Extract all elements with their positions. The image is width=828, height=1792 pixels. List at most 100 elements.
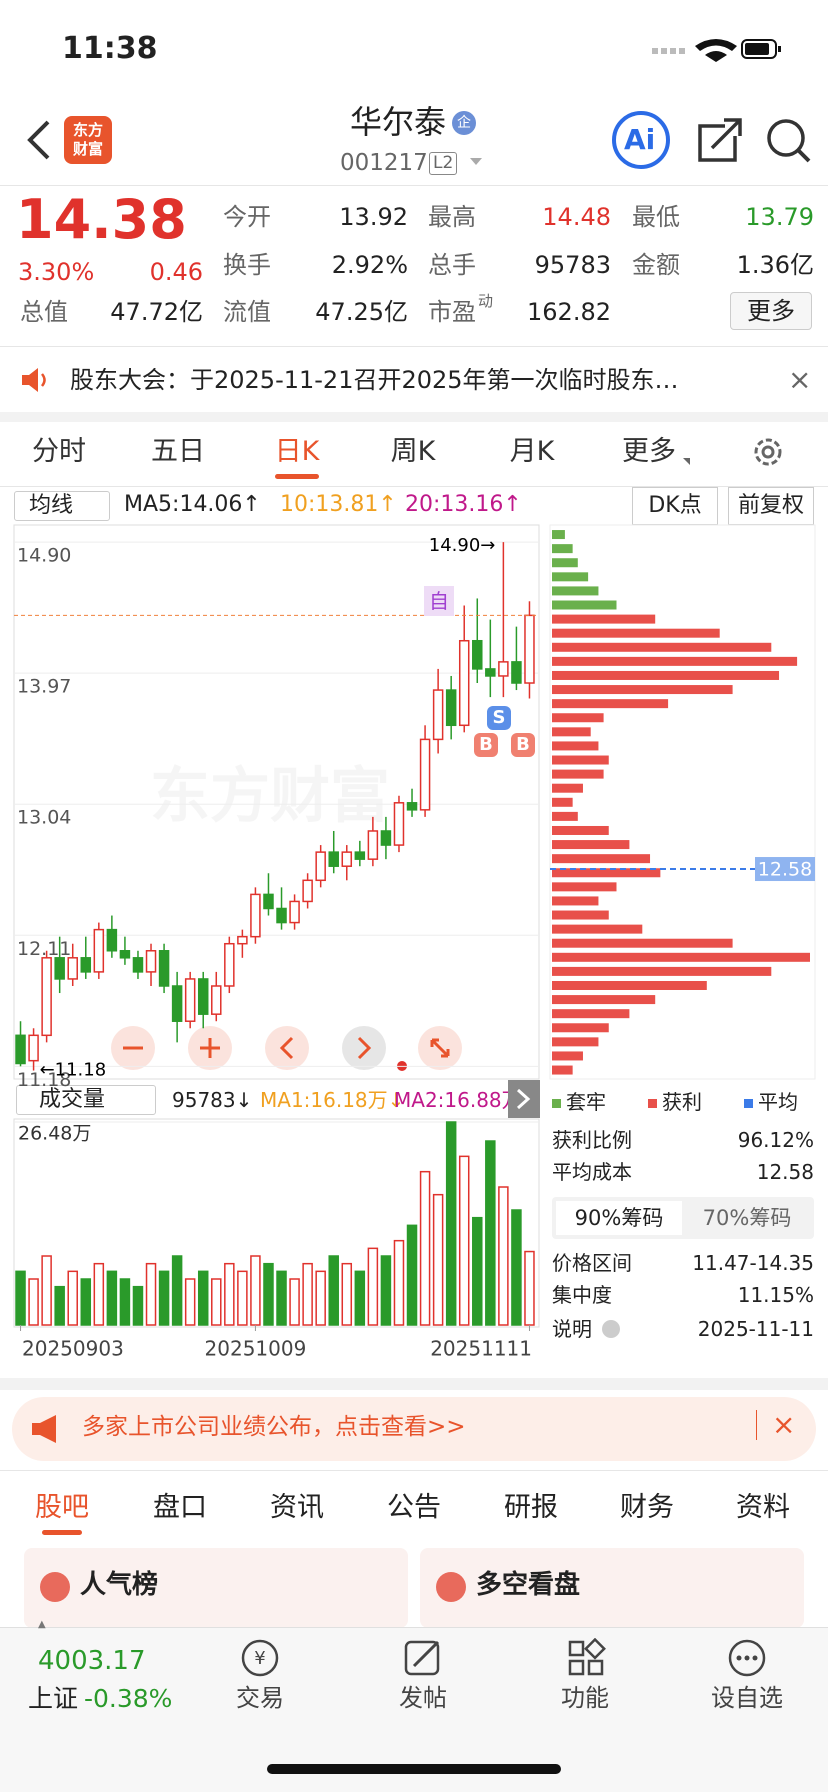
marker-sell: S (487, 706, 511, 730)
ai-text: Ai (624, 123, 656, 156)
nav-item[interactable]: 交易 (236, 1684, 284, 1712)
volume-bar (524, 1250, 535, 1326)
dropdown[interactable] (470, 158, 482, 165)
tab[interactable]: 分时 (32, 436, 86, 467)
vol-value: 95783↓ (172, 1088, 253, 1112)
candle-body (211, 985, 222, 1015)
tab[interactable]: 月K (509, 436, 555, 467)
banner[interactable] (12, 1397, 816, 1461)
bottom-tab[interactable]: 研报 (504, 1492, 558, 1523)
nav-item[interactable]: 功能 (561, 1684, 609, 1712)
search[interactable] (767, 119, 805, 157)
more-button[interactable]: 更多 (730, 292, 812, 330)
field-value: 1.36亿 (736, 251, 814, 279)
ai-button[interactable] (612, 111, 670, 169)
volume-bar (367, 1247, 379, 1326)
field-value: 47.25亿 (315, 298, 408, 326)
banner-close[interactable]: × (772, 1408, 796, 1441)
stat-value: 96.12% (737, 1128, 814, 1152)
chip-70[interactable]: 70%筹码 (702, 1206, 792, 1230)
volume-select[interactable]: 成交量 (16, 1085, 156, 1115)
volume-bar (119, 1278, 131, 1326)
chip-bar (552, 966, 772, 976)
bottom-tab[interactable]: 盘口 (153, 1492, 207, 1523)
banner-icon (32, 1415, 56, 1443)
bottom-tab[interactable]: 资讯 (270, 1492, 324, 1523)
share[interactable] (698, 118, 742, 162)
volume-bar (158, 1270, 170, 1326)
field-value: 13.92 (339, 203, 408, 231)
volume-bar (54, 1285, 65, 1326)
back[interactable] (27, 120, 50, 160)
bottom-tab[interactable]: 公告 (387, 1492, 441, 1523)
index-pct[interactable]: -0.38% (84, 1684, 173, 1713)
index-name[interactable]: 上证 (28, 1684, 79, 1713)
chip-bar (552, 797, 573, 807)
chip-bar (552, 938, 733, 948)
volume-bar (184, 1278, 196, 1326)
candle-body (498, 661, 509, 677)
banner-sep (756, 1410, 757, 1440)
tab[interactable]: 周K (390, 436, 436, 467)
bottom-tab[interactable]: 财务 (620, 1492, 674, 1523)
settings[interactable] (751, 435, 785, 469)
field-label: 总值 (20, 298, 68, 326)
volume-bar (80, 1278, 92, 1326)
field-value: 2.92% (331, 251, 408, 279)
chip-bar (552, 952, 810, 962)
ma10: 10:13.81↑ (280, 492, 397, 517)
nav-item[interactable]: 设自选 (711, 1684, 783, 1712)
field-label: 最低 (632, 203, 680, 231)
volume-bar (341, 1262, 353, 1326)
nav-icons: ¥ (241, 1638, 766, 1677)
nav-item[interactable]: 发帖 (399, 1684, 447, 1712)
chip-bar (552, 544, 573, 554)
x-tick-label: 20251111 (430, 1337, 532, 1361)
candle-body (80, 957, 92, 973)
candle-body (485, 668, 496, 677)
volume-bar (67, 1270, 78, 1326)
legend-swatch (552, 1099, 561, 1108)
card[interactable] (420, 1548, 804, 1628)
card-title[interactable]: 人气榜 (80, 1570, 159, 1600)
index-value[interactable]: 4003.17 (38, 1646, 146, 1676)
stock-code: 001217 (340, 150, 428, 176)
volume-bar (354, 1270, 366, 1326)
candle-body (93, 928, 105, 973)
bottom-tab[interactable]: 资料 (736, 1492, 790, 1523)
volume-bar (380, 1255, 392, 1326)
volume-bar (237, 1270, 248, 1326)
candle-body (380, 830, 392, 846)
notice-close[interactable]: × (788, 363, 812, 396)
adjust-button[interactable]: 前复权 (728, 487, 814, 525)
candle-body (184, 978, 196, 1022)
card-title[interactable]: 多空看盘 (476, 1570, 581, 1600)
card[interactable] (24, 1548, 408, 1628)
tab[interactable]: 更多 (622, 436, 676, 467)
volume-bar (419, 1170, 431, 1326)
field-value: 14.48 (542, 203, 611, 231)
change: 0.46 (149, 258, 203, 286)
field-label: 流值 (223, 298, 271, 326)
stat-value: 2025-11-11 (697, 1317, 814, 1341)
candle-body (106, 928, 118, 952)
indicator-select[interactable]: 均线 (14, 491, 110, 521)
candle-body (406, 802, 418, 811)
volume-bar (145, 1262, 157, 1326)
banner-text[interactable]: 多家上市公司业绩公布，点击查看>> (82, 1414, 466, 1440)
chip-bar (552, 558, 578, 568)
logo[interactable] (64, 116, 112, 164)
low-label: ←11.18 (40, 1060, 107, 1081)
tab[interactable]: 日K (274, 436, 320, 467)
chip-90[interactable]: 90%筹码 (556, 1201, 682, 1235)
home-indicator (267, 1764, 561, 1774)
candle-body (54, 957, 65, 980)
stock-name: 华尔泰 (350, 103, 447, 141)
tab[interactable]: 五日 (151, 436, 205, 467)
avg-cost-box (755, 857, 815, 882)
candle-body (419, 738, 431, 811)
chip-bar (552, 825, 609, 835)
bottom-tab[interactable]: 股吧 (35, 1492, 89, 1523)
notice[interactable]: 股东大会：于2025-11-21召开2025年第一次临时股东… (70, 368, 679, 392)
